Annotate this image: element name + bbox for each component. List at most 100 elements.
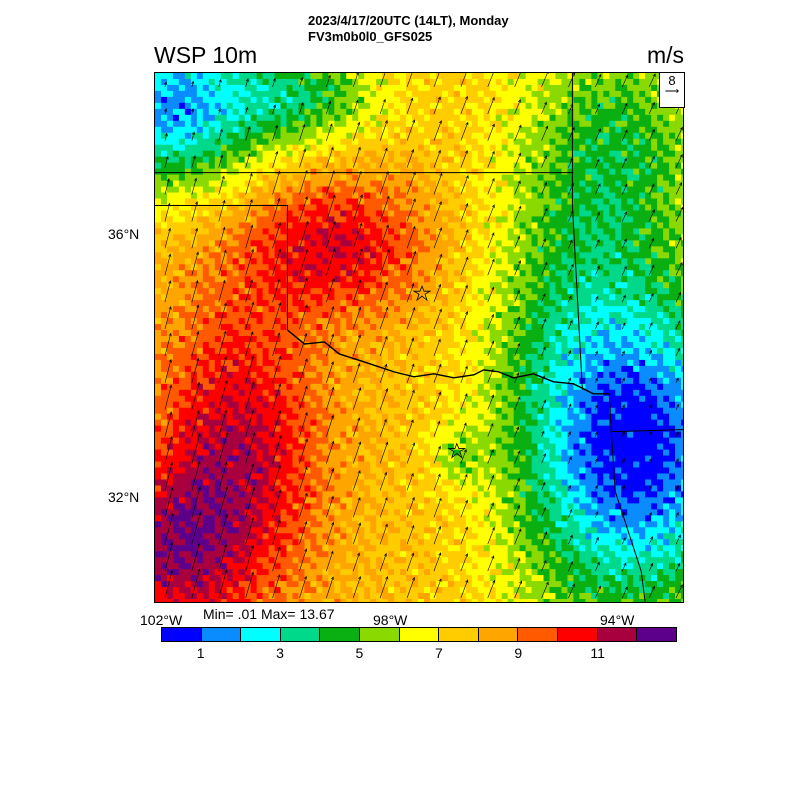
wind-arrow [648, 377, 652, 383]
wind-arrow [648, 183, 655, 195]
wind-arrow [648, 349, 653, 357]
wind-arrow [594, 431, 598, 437]
wind-arrow [433, 552, 442, 572]
wind-arrow [595, 511, 599, 518]
wind-arrow [379, 388, 389, 410]
colorbar-label: 9 [514, 645, 523, 661]
wind-arrow [541, 481, 546, 491]
wind-arrow [406, 225, 416, 249]
wind-arrow [218, 175, 225, 195]
wind-arrow [433, 338, 441, 357]
wind-arrow [487, 502, 494, 518]
wind-arrow [352, 222, 363, 249]
wind-arrow [272, 150, 279, 168]
wind-arrow [675, 291, 681, 303]
wind-arrow [299, 466, 308, 491]
wind-arrow [218, 461, 228, 491]
wind-arrow [648, 431, 652, 437]
wind-arrow [245, 301, 255, 330]
colorbar-swatch [280, 628, 321, 641]
wind-arrow [460, 422, 467, 437]
oklahoma-east-border [571, 73, 583, 390]
wind-arrow [245, 380, 255, 410]
wind-arrow [272, 546, 281, 572]
wind-arrow [621, 238, 627, 249]
wind-arrow [514, 426, 520, 437]
wind-arrow [568, 73, 576, 88]
wind-arrow [487, 423, 494, 437]
wind-arrow [406, 149, 415, 168]
wind-vectors [164, 73, 683, 599]
wind-arrow [326, 306, 335, 330]
wind-arrow [460, 579, 469, 599]
wind-arrow [594, 404, 598, 410]
wind-arrow [595, 561, 600, 572]
wind-arrow [460, 121, 469, 141]
wind-arrow [191, 460, 201, 491]
wind-arrow [299, 521, 308, 545]
wind-arrow [272, 124, 278, 141]
wind-arrow [299, 438, 308, 464]
wind-arrow [164, 384, 173, 410]
wind-arrow [326, 361, 334, 383]
wind-arrow [541, 506, 547, 518]
wind-arrow [514, 99, 521, 114]
wind-arrow [568, 319, 573, 330]
wind-arrow [164, 541, 174, 572]
wind-arrow [541, 261, 548, 276]
lon-label-102: 102°W [140, 612, 183, 628]
colorbar-swatch [597, 628, 638, 641]
wind-arrow [272, 278, 281, 303]
wind-arrow [541, 399, 546, 410]
wind-arrow [621, 431, 625, 437]
colorbar-swatch [439, 628, 479, 641]
wind-arrow [352, 469, 361, 491]
wind-arrow [191, 330, 200, 357]
wind-arrow [352, 194, 363, 222]
wind-arrow [164, 132, 168, 141]
wind-arrow [433, 445, 441, 464]
wind-arrow [352, 99, 359, 114]
wind-arrow [621, 537, 626, 545]
wind-arrow [245, 224, 254, 249]
wind-arrow [675, 534, 681, 545]
wind-arrow [514, 528, 522, 545]
wind-arrow [406, 552, 415, 572]
wind-arrow [164, 108, 168, 114]
wind-arrow [621, 183, 628, 195]
wind-arrow [675, 377, 679, 383]
wind-arrow [164, 332, 172, 357]
state-borders [155, 73, 683, 602]
wind-arrow [299, 77, 304, 88]
wind-arrow [379, 195, 390, 222]
wind-arrow [433, 363, 442, 383]
wind-arrow [541, 559, 547, 572]
wind-arrow [460, 73, 467, 88]
wind-arrow [648, 485, 652, 491]
wind-arrow [541, 101, 547, 114]
colorbar-swatch [399, 628, 440, 641]
wind-arrow [245, 248, 254, 276]
wind-arrow [326, 123, 333, 141]
wind-arrow [406, 97, 414, 114]
wind-arrow [352, 522, 362, 545]
min-max-stats: Min= .01 Max= 13.67 [203, 606, 335, 622]
wind-arrow [272, 197, 281, 222]
lat-label-36: 36°N [108, 226, 140, 242]
wind-arrow [272, 434, 282, 464]
wind-arrow [326, 440, 335, 464]
wind-arrow [379, 98, 386, 114]
wind-arrow [487, 96, 495, 114]
wind-arrow [191, 227, 199, 249]
wind-arrow [514, 504, 520, 518]
units-label: m/s [647, 42, 685, 68]
wind-arrow [245, 355, 255, 383]
wind-arrow [621, 586, 628, 599]
wind-arrow [379, 147, 388, 168]
wind-arrow [326, 495, 334, 518]
wind-arrow [191, 80, 195, 88]
wind-arrow [164, 435, 173, 464]
arkansas-louisiana-border [611, 429, 683, 433]
wind-arrow [487, 555, 495, 572]
wind-arrow [487, 232, 495, 249]
